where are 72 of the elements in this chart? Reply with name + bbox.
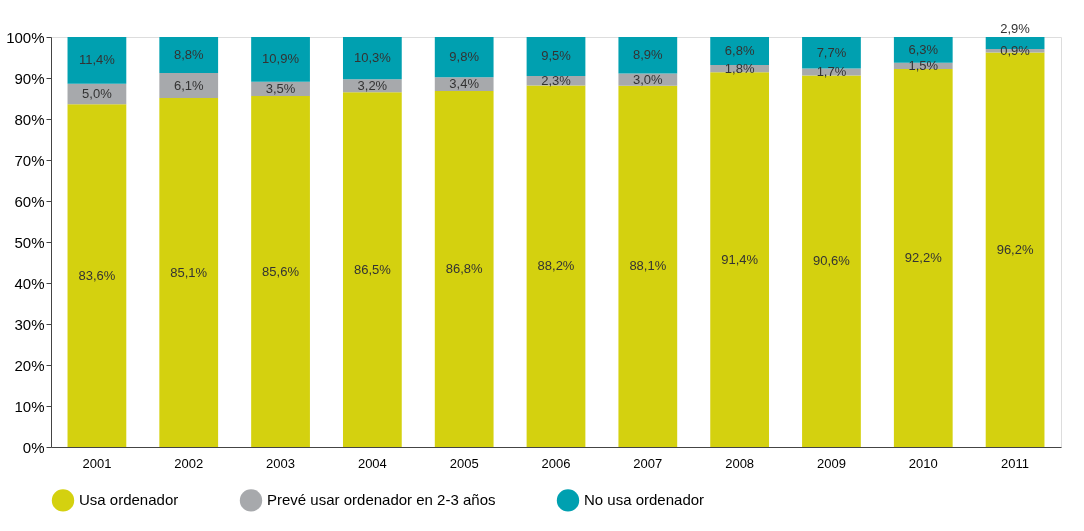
x-tick-label: 2005 [449, 455, 479, 471]
y-tick-label: 60% [14, 192, 45, 210]
bar [342, 37, 402, 80]
y-tick-label: 30% [14, 315, 45, 333]
data-label: 10,3% [353, 50, 392, 66]
x-tick-label: 2008 [725, 455, 755, 471]
x-tick-label: 2007 [633, 455, 663, 471]
bar [618, 37, 678, 74]
data-label: 3,5% [265, 80, 296, 96]
bar [434, 91, 494, 447]
y-tick-label: 50% [14, 233, 45, 251]
data-label: 6,3% [908, 41, 939, 57]
data-label: 86,8% [445, 261, 484, 277]
bar [67, 37, 127, 84]
data-label: 8,9% [633, 47, 664, 63]
data-label: 11,4% [78, 52, 116, 68]
legend-label: Prevé usar ordenador en 2-3 años [267, 491, 496, 509]
data-label: 5,0% [82, 85, 113, 101]
data-label: 8,8% [173, 47, 204, 63]
data-label: 3,2% [357, 77, 388, 93]
y-tick-label: 40% [14, 274, 45, 292]
bar [159, 73, 219, 99]
data-label: 1,8% [724, 60, 755, 76]
data-label: 92,2% [904, 249, 943, 265]
x-tick-label: 2010 [908, 455, 938, 471]
data-label: 96,2% [996, 241, 1034, 257]
data-label: 91,4% [721, 251, 759, 267]
data-label: 10,9% [262, 51, 300, 67]
x-tick-label: 2004 [357, 455, 387, 471]
bar [159, 37, 219, 74]
data-label: 88,2% [537, 258, 575, 274]
y-tick-label: 100% [6, 28, 45, 46]
data-label: 6,8% [724, 42, 755, 58]
y-tick-label: 10% [14, 397, 45, 415]
bar [251, 96, 310, 447]
bar [251, 37, 310, 82]
x-tick-label: 2006 [541, 455, 571, 471]
data-label: 85,1% [170, 264, 208, 280]
y-tick-label: 20% [14, 356, 45, 374]
data-label: 85,6% [262, 263, 300, 279]
data-label: 3,4% [449, 76, 480, 92]
data-label: 2,3% [541, 72, 572, 88]
legend-label: No usa ordenador [584, 491, 705, 509]
x-tick-label: 2009 [816, 455, 846, 471]
data-label: 86,5% [353, 261, 392, 277]
bar [526, 85, 586, 447]
y-tick-label: 70% [14, 151, 45, 169]
bar [342, 92, 402, 447]
x-tick-label: 2002 [174, 455, 204, 471]
y-tick-label: 90% [14, 69, 45, 87]
bar [618, 85, 678, 447]
bar [802, 37, 861, 69]
data-label: 83,6% [78, 267, 116, 283]
data-label: 88,1% [629, 258, 667, 274]
x-tick-label: 2001 [82, 455, 112, 471]
data-label: 6,1% [173, 77, 204, 93]
data-label: 1,7% [816, 64, 847, 80]
data-label: 90,6% [813, 253, 851, 269]
y-tick-label: 0% [22, 438, 45, 456]
data-label: 9,8% [449, 49, 480, 65]
data-label: 3,0% [633, 71, 664, 87]
legend-label: Usa ordenador [79, 491, 179, 509]
bar [67, 104, 127, 447]
data-label: 2,9% [1000, 21, 1031, 36]
x-tick-label: 2011 [1001, 455, 1030, 471]
data-label: 9,5% [541, 48, 572, 64]
data-label: 7,7% [816, 44, 847, 60]
y-tick-label: 80% [14, 110, 45, 128]
x-tick-label: 2003 [266, 455, 296, 471]
bar [159, 98, 219, 447]
bar [526, 37, 586, 76]
bar [434, 37, 494, 78]
